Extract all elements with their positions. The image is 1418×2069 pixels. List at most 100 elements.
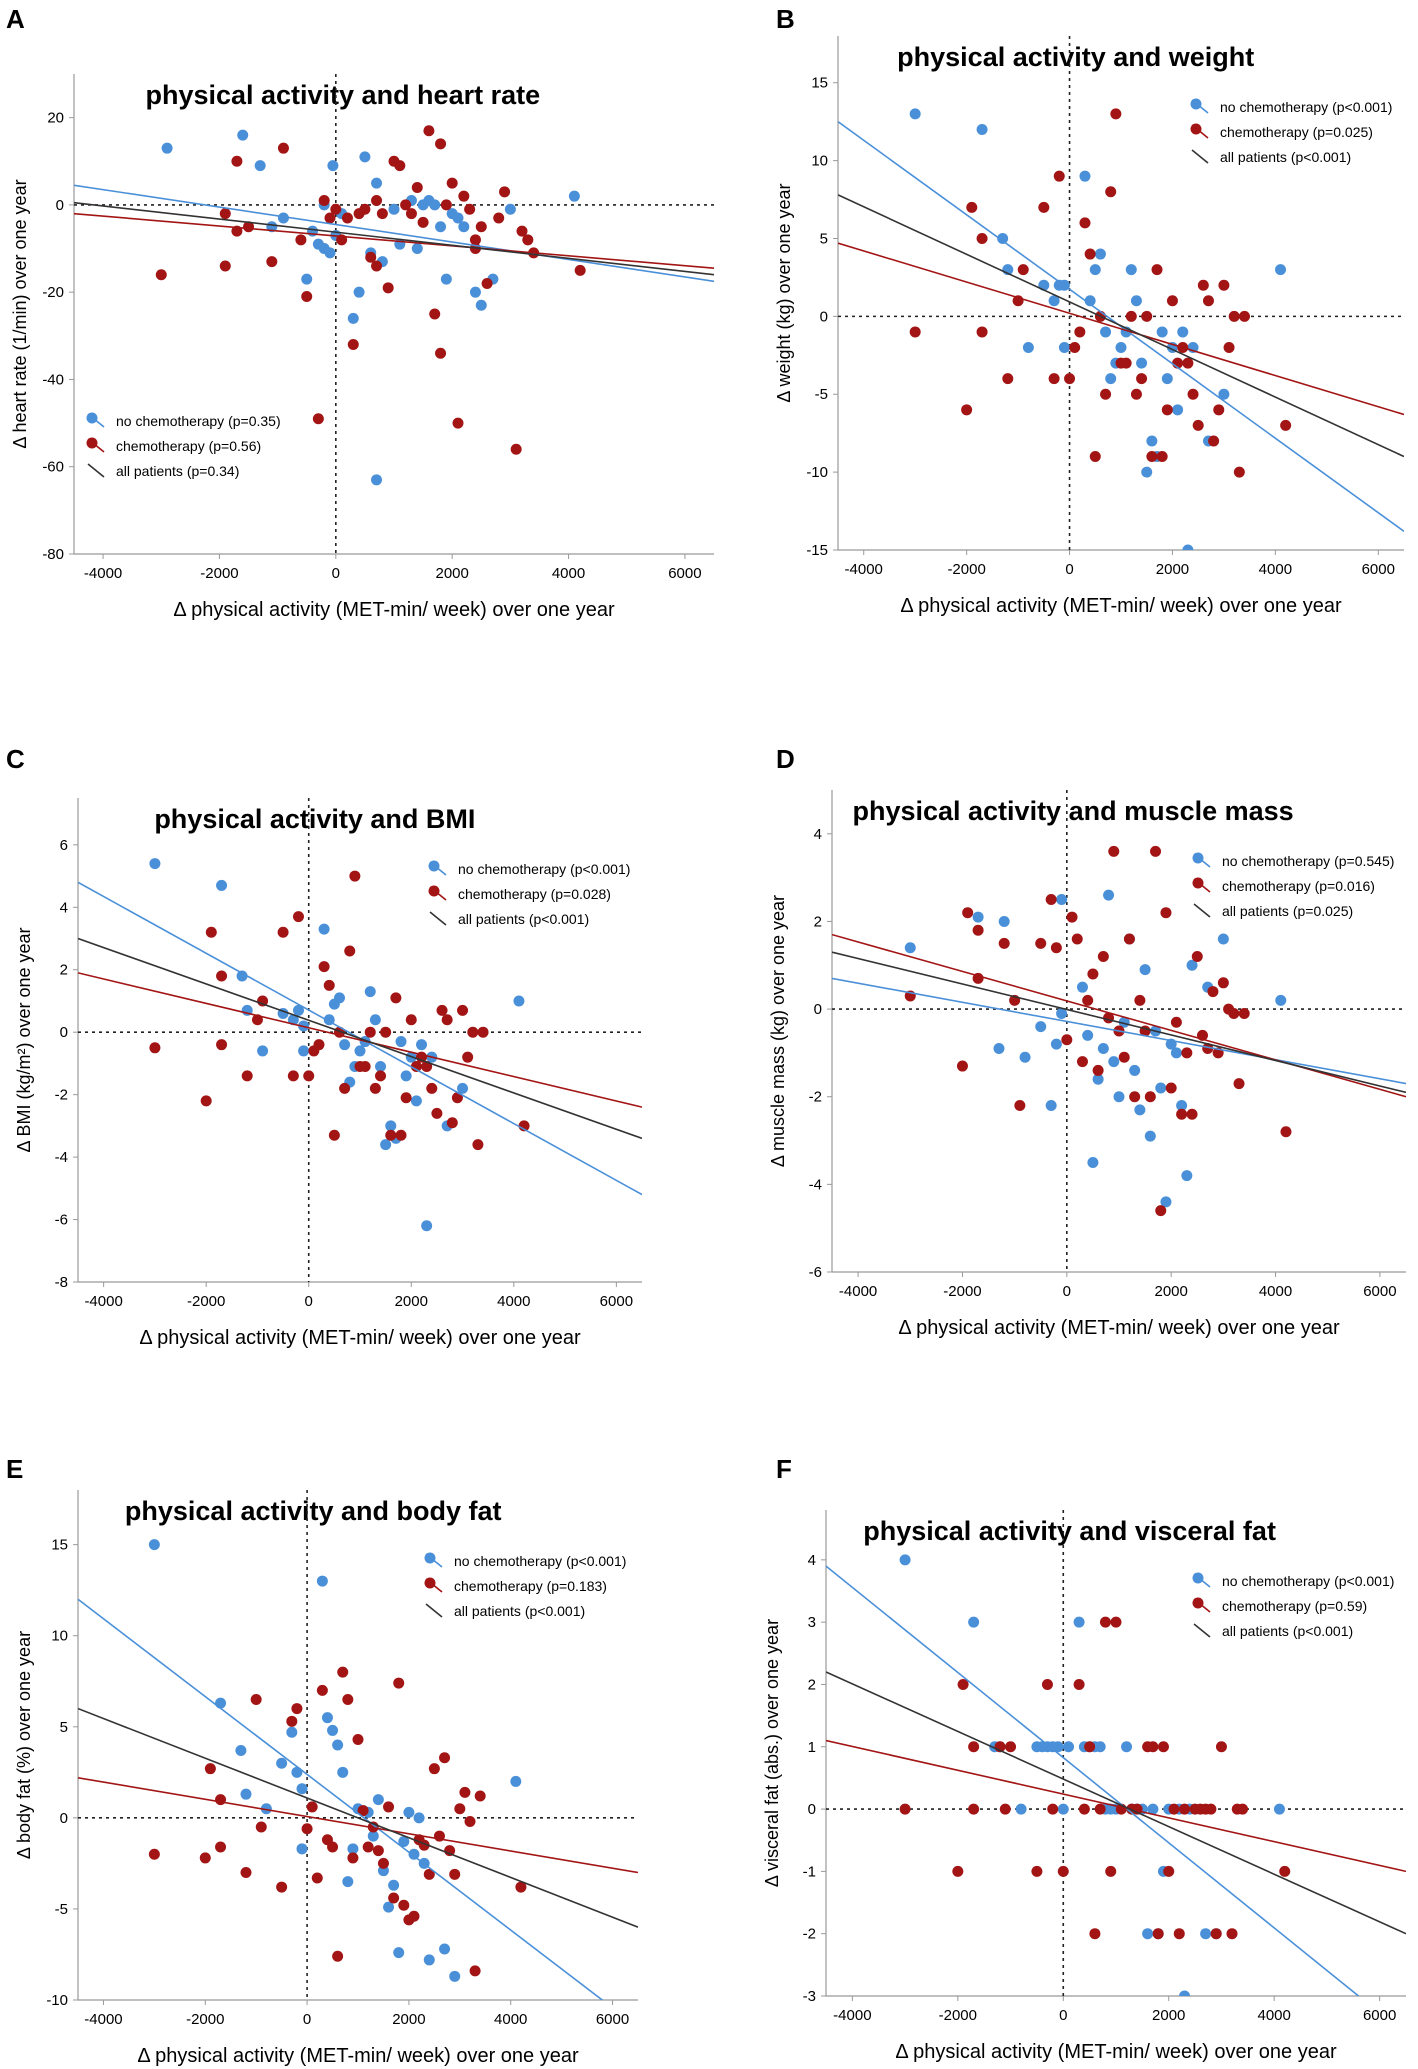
no-chemo-point — [1121, 1741, 1133, 1753]
chemo-point — [1014, 1099, 1026, 1111]
chemo-legend-marker — [86, 437, 98, 449]
x-tick-label: 4000 — [497, 1293, 530, 1310]
chemo-point — [462, 1051, 474, 1063]
no-chemo-point — [410, 1095, 422, 1107]
chemo-legend-marker — [1192, 877, 1204, 889]
no-chemo-point — [1275, 994, 1287, 1006]
chart-title: physical activity and BMI — [154, 804, 475, 834]
plot-area — [826, 1554, 1406, 1996]
chart-title: physical activity and body fat — [125, 1496, 502, 1526]
all-regression-line — [74, 201, 714, 276]
no-chemo-point — [1113, 1091, 1125, 1103]
no-chemo-point — [235, 1744, 247, 1756]
chemo-point — [301, 1823, 313, 1835]
chemo-point — [1073, 1678, 1085, 1690]
chemo-point — [968, 1741, 980, 1753]
chemo-point — [324, 212, 336, 224]
y-tick-label: -1 — [803, 1863, 816, 1880]
chemo-regression-line — [838, 242, 1404, 416]
chemo-point — [341, 212, 353, 224]
chemo-point — [359, 203, 371, 215]
no-chemo-regression-line — [78, 1598, 604, 2000]
no-chemo-point — [277, 212, 289, 224]
no-chemo-point — [423, 1954, 435, 1966]
chemo-point — [1134, 994, 1146, 1006]
no-chemo-point — [510, 1775, 522, 1787]
no-chemo-point — [1015, 1803, 1027, 1815]
all-legend-line — [425, 1603, 443, 1618]
no-chemo-point — [149, 858, 161, 870]
no-chemo-point — [458, 221, 470, 233]
chemo-point — [952, 1865, 964, 1877]
legend: no chemotherapy (p<0.001) chemotherapy (p… — [424, 1552, 626, 1619]
chemo-point — [1002, 373, 1014, 385]
legend: no chemotherapy (p<0.001) chemotherapy (p… — [1192, 1572, 1394, 1639]
chemo-point — [976, 326, 988, 338]
y-tick-label: 0 — [60, 1810, 68, 1827]
no-chemo-legend-marker — [1190, 98, 1202, 110]
plot-area — [838, 108, 1404, 550]
chemo-point — [1005, 1741, 1017, 1753]
no-chemo-legend-marker — [86, 412, 98, 424]
plot-area — [78, 858, 642, 1232]
y-tick-label: 3 — [808, 1614, 816, 1631]
chemo-point — [1050, 942, 1062, 954]
x-tick-label: -4000 — [839, 1283, 877, 1300]
chemo-point — [405, 208, 417, 220]
legend: no chemotherapy (p<0.001) chemotherapy (p… — [428, 860, 630, 927]
no-chemo-point — [1160, 1196, 1172, 1208]
chemo-point — [968, 1803, 980, 1815]
no-chemo-point — [1082, 1029, 1094, 1041]
chemo-point — [291, 1703, 303, 1715]
chemo-legend-marker — [428, 885, 440, 897]
chemo-point — [1238, 310, 1250, 322]
x-axis-label: Δ physical activity (MET-min/ week) over… — [900, 595, 1342, 617]
legend-entry: no chemotherapy (p<0.001) — [1222, 1573, 1394, 1589]
chemo-point — [383, 1801, 395, 1813]
chemo-point — [1045, 894, 1057, 906]
x-tick-label: 4000 — [494, 2011, 527, 2028]
chemo-point — [1078, 1803, 1090, 1815]
y-tick-label: -2 — [809, 1089, 822, 1106]
chemo-point — [435, 347, 447, 359]
all-legend-line — [1191, 149, 1209, 164]
chemo-point — [277, 142, 289, 154]
chemo-regression-line — [78, 1776, 638, 1874]
chemo-point — [303, 1070, 315, 1082]
no-chemo-point — [429, 199, 441, 211]
no-chemo-point — [1087, 1156, 1099, 1168]
chemo-point — [998, 937, 1010, 949]
chemo-point — [1064, 373, 1076, 385]
no-chemo-point — [254, 160, 266, 172]
no-chemo-point — [393, 1947, 405, 1959]
panel-letter: B — [776, 4, 795, 34]
chemo-point — [510, 443, 522, 455]
no-chemo-regression-line — [832, 977, 1406, 1085]
chemo-point — [149, 1042, 161, 1054]
no-chemo-point — [1161, 373, 1173, 385]
no-chemo-point — [161, 142, 173, 154]
chemo-point — [1205, 1803, 1217, 1815]
no-chemo-point — [1141, 466, 1153, 478]
no-chemo-point — [372, 1794, 384, 1806]
chemo-point — [1074, 326, 1086, 338]
y-axis-label: Δ heart rate (1/min) over one year — [10, 179, 30, 448]
chemo-point — [240, 1867, 252, 1878]
no-chemo-point — [333, 992, 345, 1004]
all-regression-line — [826, 1671, 1406, 1935]
no-chemo-point — [1136, 357, 1148, 369]
no-chemo-point — [457, 1082, 469, 1094]
chemo-point — [464, 203, 476, 215]
all-legend-line — [1193, 1623, 1211, 1638]
chemo-point — [1120, 357, 1132, 369]
chemo-point — [957, 1678, 969, 1690]
no-chemo-point — [398, 1836, 410, 1848]
legend-entry: all patients (p<0.001) — [1220, 149, 1351, 165]
y-tick-label: 6 — [60, 837, 68, 854]
no-chemo-point — [1218, 388, 1230, 400]
chemo-point — [1228, 1007, 1240, 1019]
chemo-point — [398, 1899, 410, 1911]
no-chemo-point — [972, 911, 984, 923]
chemo-point — [499, 186, 511, 198]
chemo-point — [1151, 264, 1163, 276]
